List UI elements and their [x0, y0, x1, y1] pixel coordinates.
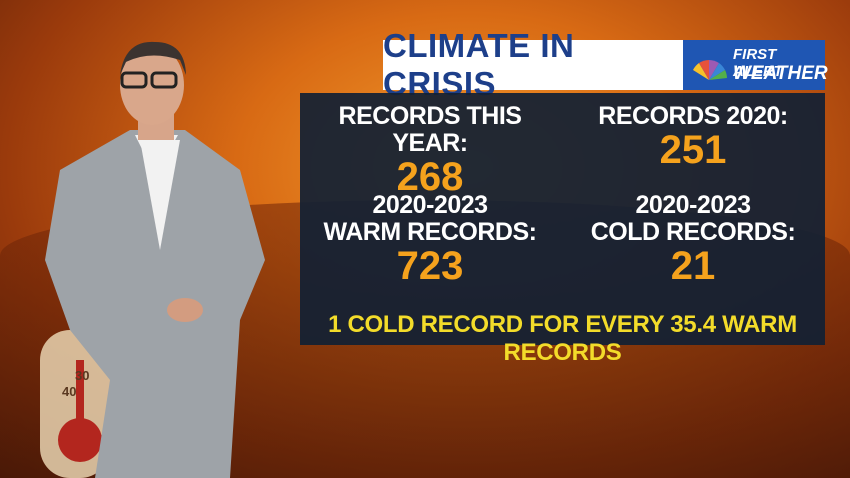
stat-label: WARM RECORDS:	[323, 218, 537, 246]
stat-value: 723	[396, 244, 464, 288]
presenter-hands	[167, 298, 203, 322]
stat-value: 21	[670, 244, 716, 288]
stat-label: RECORDS THIS YEAR:	[338, 102, 522, 157]
stat-block: 2020-2023 WARM RECORDS: 723	[300, 191, 560, 288]
glasses	[120, 71, 148, 89]
presenter-hair	[120, 41, 186, 75]
stat-label: 2020-2023	[635, 191, 751, 219]
stat-block: RECORDS 2020: 251	[563, 102, 823, 172]
stat-label: COLD RECORDS:	[590, 218, 796, 246]
logo-text: WEATHER	[733, 63, 828, 84]
stat-label: RECORDS 2020:	[598, 102, 788, 130]
presenter-suit	[45, 130, 265, 478]
thermometer-label: 30	[75, 368, 90, 383]
presenter-shirt	[140, 140, 180, 250]
stats-panel	[300, 93, 825, 345]
stat-value: 251	[659, 128, 727, 172]
thermometer-label: 40	[62, 384, 77, 399]
stat-block: 2020-2023 COLD RECORDS: 21	[563, 191, 823, 288]
thermometer-column	[76, 360, 84, 440]
stat-value: 268	[396, 155, 464, 199]
peacock-icon	[693, 60, 727, 80]
glasses	[150, 71, 178, 89]
station-logo: FIRST ALERT WEATHER	[683, 40, 828, 90]
footer-text: 1 COLD RECORD FOR EVERY 35.4 WARM RECORD…	[328, 311, 797, 366]
stat-block: RECORDS THIS YEAR: 268	[300, 102, 560, 199]
logo-text: FIRST ALERT	[733, 46, 783, 80]
stat-label: 2020-2023	[372, 191, 488, 219]
title-banner: CLIMATE IN CRISIS	[383, 27, 683, 102]
